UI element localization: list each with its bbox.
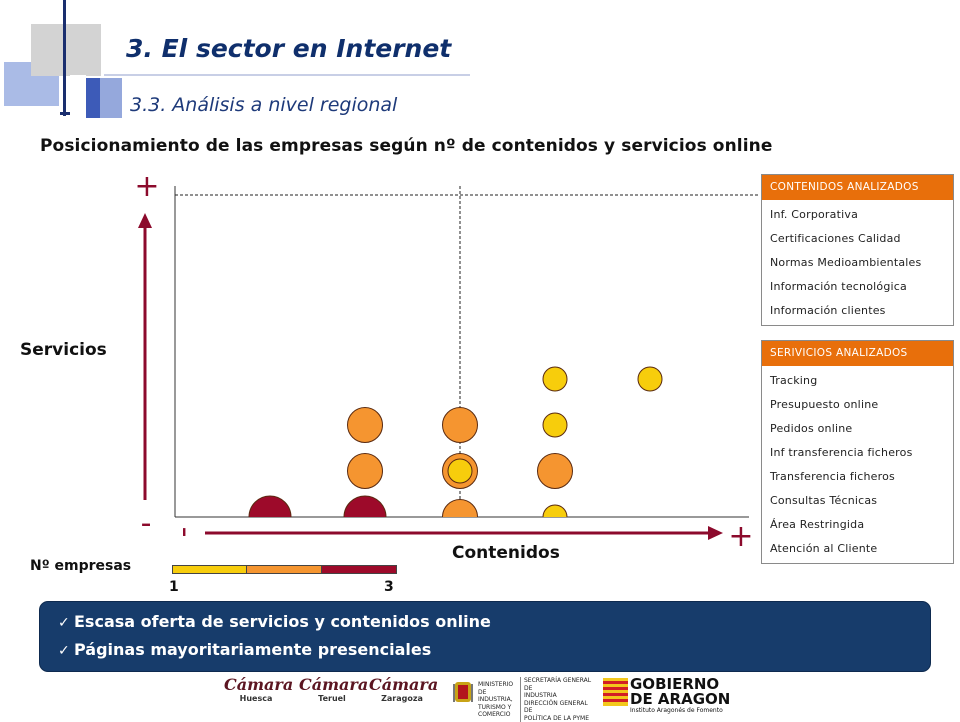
aragon-flag-icon [603, 678, 628, 706]
legend-swatch-1 [172, 565, 247, 574]
data-point-8 [542, 504, 568, 517]
servicios-header: SERIVICIOS ANALIZADOS [762, 341, 953, 366]
page-subtitle: 3.3. Análisis a nivel regional [130, 94, 398, 116]
header-decoration [4, 0, 470, 120]
y-low-mark: - [141, 506, 152, 541]
list-item: Presupuesto online [770, 398, 879, 411]
logo-gobierno-aragon: GOBIERNO DE ARAGON Instituto Aragonés de… [630, 675, 731, 715]
y-high-mark: + [134, 169, 159, 204]
list-item: Información tecnológica [770, 280, 907, 293]
list-item: Certificaciones Calidad [770, 232, 901, 245]
logo-secretaria: SECRETARÍA GENERAL DE INDUSTRIA DIRECCIÓ… [520, 677, 594, 722]
data-point-10 [542, 412, 568, 438]
conclusion-item: ✓ Escasa oferta de servicios y contenidos… [58, 608, 930, 636]
data-point-3 [347, 407, 383, 443]
data-point-7 [442, 407, 478, 443]
logo-camara-huesca: Cámara Huesca [224, 675, 294, 704]
bubble-chart: + - - + [134, 169, 758, 554]
check-icon: ✓ [58, 643, 70, 659]
contenidos-header: CONTENIDOS ANALIZADOS [762, 175, 953, 200]
list-item: Inf. Corporativa [770, 208, 859, 221]
servicios-panel: SERIVICIOS ANALIZADOS Tracking Presupues… [761, 340, 954, 564]
list-item: Normas Medioambientales [770, 256, 922, 269]
legend-max-label: 3 [384, 579, 394, 595]
x-high-mark: + [728, 519, 753, 554]
chart-title: Posicionamiento de las empresas según nº… [40, 136, 773, 156]
spain-coat-of-arms-icon [453, 682, 473, 702]
legend-title: Nº empresas [30, 558, 132, 574]
x-axis-label: Contenidos [452, 543, 560, 563]
logo-camara-teruel: Cámara Teruel [299, 675, 369, 704]
logo-camara-zaragoza: Cámara Zaragoza [369, 675, 439, 704]
data-point-0 [248, 495, 292, 517]
data-point-1 [343, 495, 387, 517]
check-icon: ✓ [58, 615, 70, 631]
logo-ministerio: MINISTERIO DE INDUSTRIA, TURISMO Y COMER… [478, 681, 514, 718]
list-item: Inf transferencia ficheros [770, 446, 913, 459]
legend-swatch-3 [321, 565, 397, 574]
list-item: Consultas Técnicas [770, 494, 878, 507]
data-point-2 [347, 453, 383, 489]
legend-swatch-2 [246, 565, 322, 574]
data-point-12 [637, 366, 663, 392]
data-point-6 [447, 458, 473, 484]
page-title: 3. El sector en Internet [126, 34, 452, 63]
list-item: Tracking [770, 374, 818, 387]
x-low-mark: - [168, 527, 203, 538]
list-item: Información clientes [770, 304, 886, 317]
list-item: Atención al Cliente [770, 542, 878, 555]
y-axis-label: Servicios [20, 340, 107, 360]
contenidos-panel: CONTENIDOS ANALIZADOS Inf. Corporativa C… [761, 174, 954, 326]
list-item: Pedidos online [770, 422, 853, 435]
conclusion-item: ✓ Páginas mayoritariamente presenciales [58, 636, 930, 664]
data-point-9 [537, 453, 573, 489]
legend-min-label: 1 [169, 579, 179, 595]
conclusions-box: ✓ Escasa oferta de servicios y contenidos… [39, 601, 931, 672]
y-arrowhead [138, 213, 152, 228]
x-arrowhead [708, 526, 723, 540]
list-item: Área Restringida [770, 518, 865, 531]
data-point-4 [442, 499, 478, 517]
list-item: Transferencia ficheros [770, 470, 895, 483]
data-point-11 [542, 366, 568, 392]
